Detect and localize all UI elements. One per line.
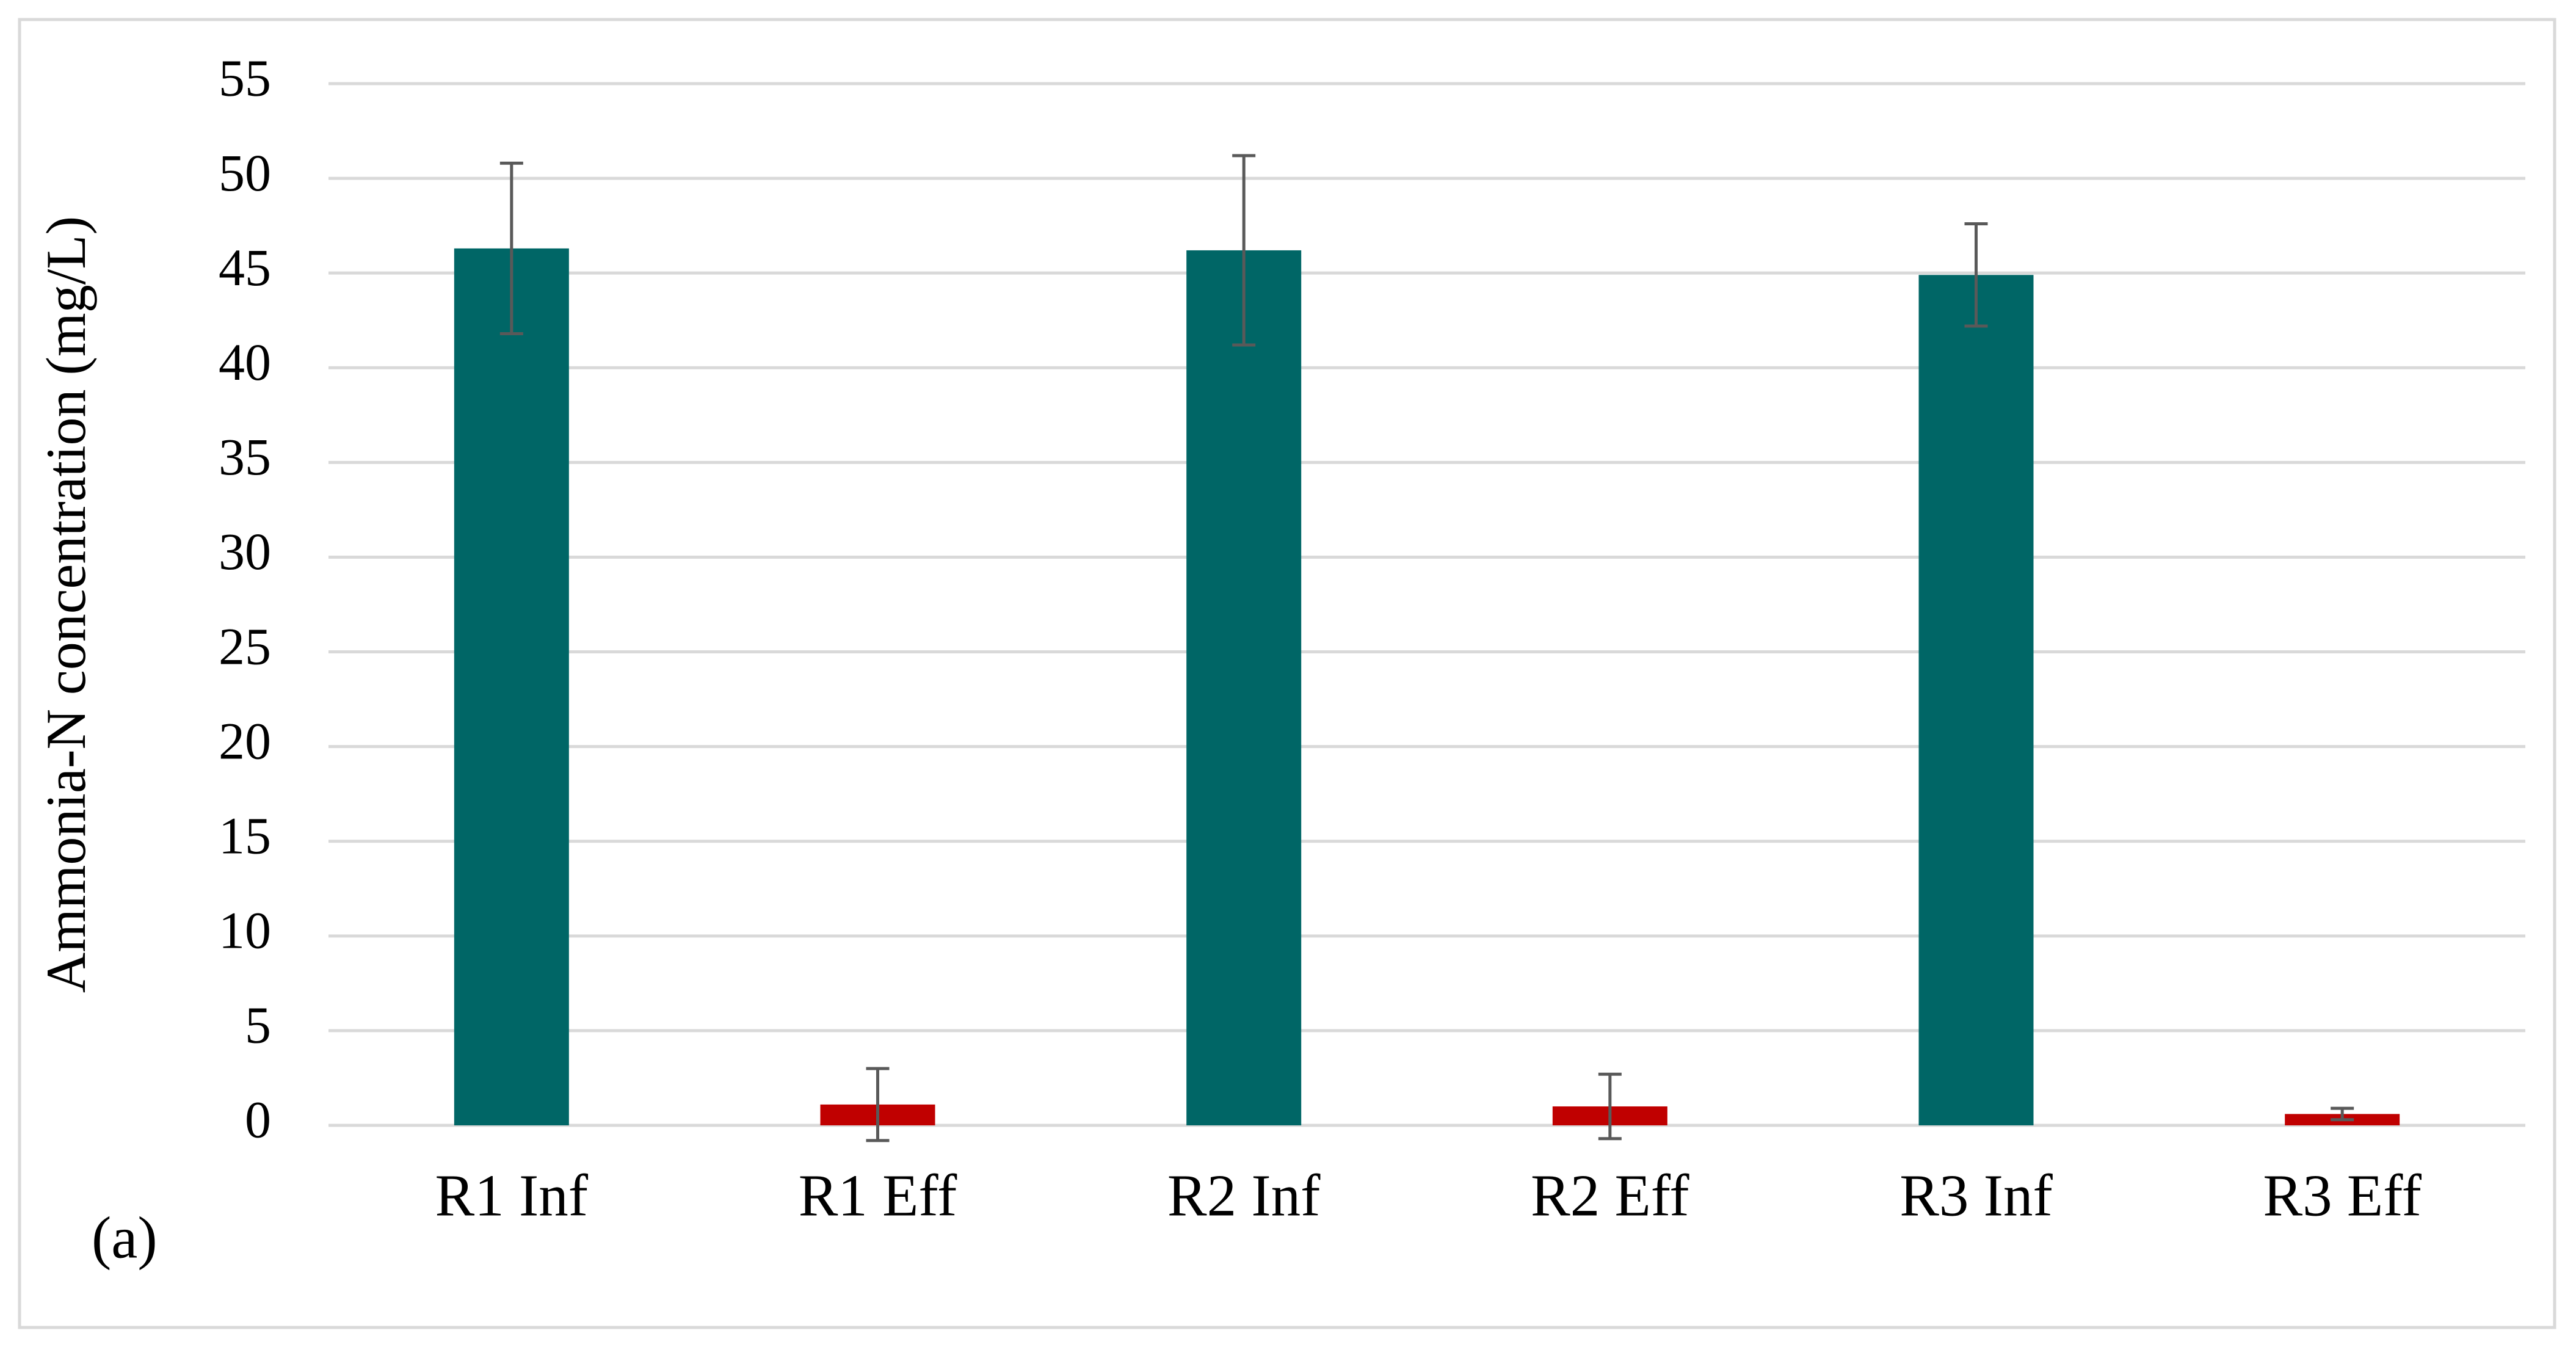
y-tick-label: 15 <box>219 806 271 865</box>
y-tick-label: 50 <box>219 143 271 202</box>
y-axis-label: Ammonia-N concentration (mg/L) <box>35 216 97 993</box>
error-bar <box>1232 154 1256 347</box>
y-tick-label: 55 <box>219 49 271 107</box>
y-tick-label: 25 <box>219 617 271 675</box>
y-tick-label: 5 <box>245 996 271 1055</box>
bar <box>1918 275 2034 1125</box>
error-bar <box>499 161 523 335</box>
x-tick-label: R3 Inf <box>1899 1163 2053 1228</box>
x-tick-label: R2 Eff <box>1531 1163 1689 1228</box>
error-bar <box>1598 1072 1622 1141</box>
y-tick-label: 30 <box>219 522 271 581</box>
y-tick-label: 40 <box>219 333 271 391</box>
error-bar <box>1964 222 1988 328</box>
error-bar <box>2331 1106 2354 1122</box>
y-tick-label: 0 <box>245 1091 271 1149</box>
x-tick-label: R1 Inf <box>435 1163 589 1228</box>
x-tick-label: R2 Inf <box>1167 1163 1321 1228</box>
x-tick-label: R3 Eff <box>2263 1163 2422 1228</box>
error-bar <box>866 1067 890 1142</box>
x-tick-label: R1 Eff <box>799 1163 957 1228</box>
bar <box>1186 250 1302 1126</box>
y-tick-label: 45 <box>219 238 271 297</box>
y-tick-label: 20 <box>219 711 271 770</box>
y-tick-label: 35 <box>219 427 271 486</box>
annotation: (a) <box>92 1205 158 1270</box>
y-tick-label: 10 <box>219 901 271 960</box>
bar <box>454 248 569 1126</box>
